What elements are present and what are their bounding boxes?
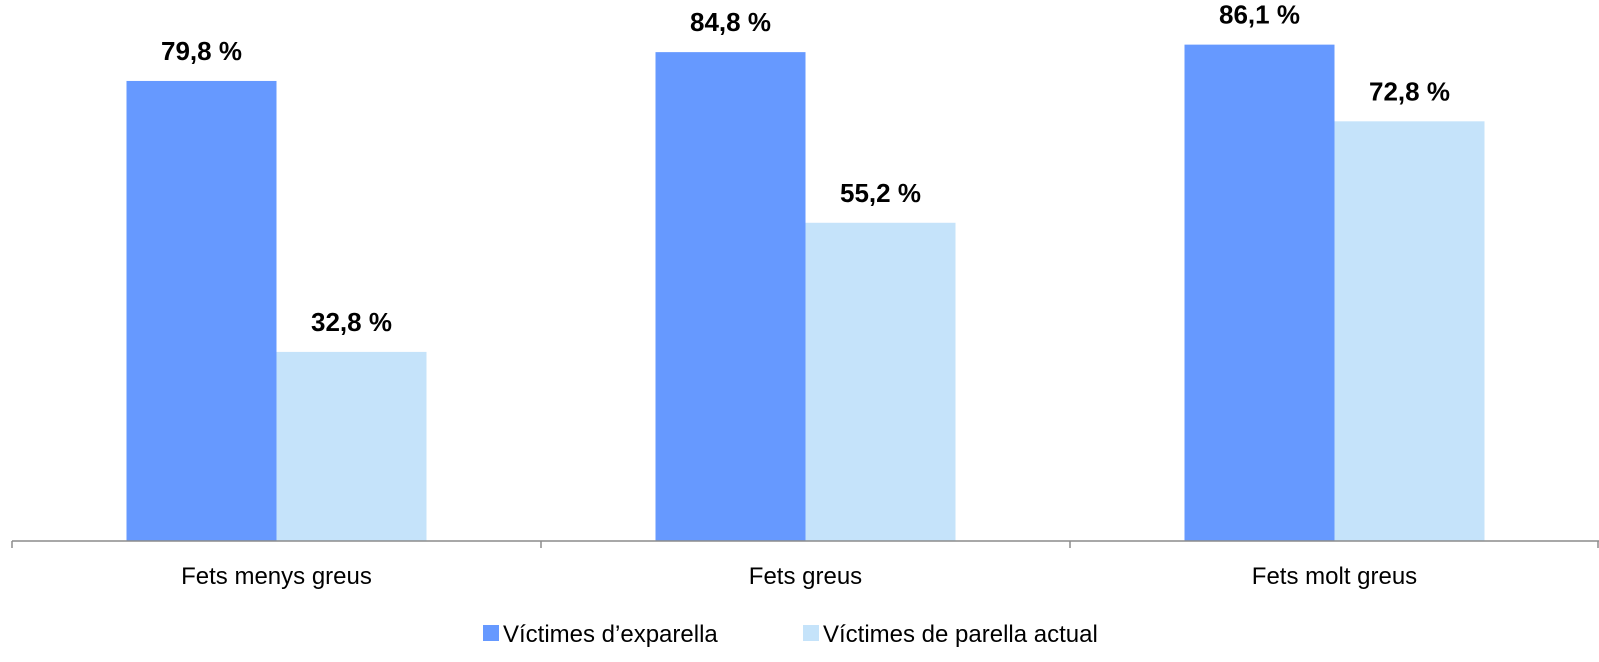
- legend-swatch-exparella: [483, 625, 499, 641]
- category-label-2: Fets greus: [749, 563, 862, 590]
- data-label-exparella-1: 79,8 %: [161, 36, 242, 66]
- category-label-1: Fets menys greus: [181, 563, 372, 590]
- bar-parella-actual-3: [1334, 121, 1485, 542]
- data-label-parella-actual-3: 72,8 %: [1369, 76, 1450, 106]
- bar-exparella-2: [655, 52, 806, 542]
- data-label-parella-actual-2: 55,2 %: [840, 178, 921, 208]
- data-label-parella-actual-1: 32,8 %: [311, 307, 392, 337]
- bar-parella-actual-2: [805, 222, 956, 541]
- bar-exparella-1: [126, 80, 277, 541]
- legend-label-exparella: Víctimes d’exparella: [503, 621, 718, 648]
- data-label-exparella-2: 84,8 %: [690, 7, 771, 37]
- bar-parella-actual-1: [276, 351, 427, 541]
- category-label-3: Fets molt greus: [1252, 563, 1417, 590]
- bar-exparella-3: [1184, 44, 1335, 542]
- legend-swatch-parella-actual: [803, 625, 819, 641]
- legend-label-parella-actual: Víctimes de parella actual: [823, 621, 1098, 648]
- data-label-exparella-3: 86,1 %: [1219, 0, 1300, 30]
